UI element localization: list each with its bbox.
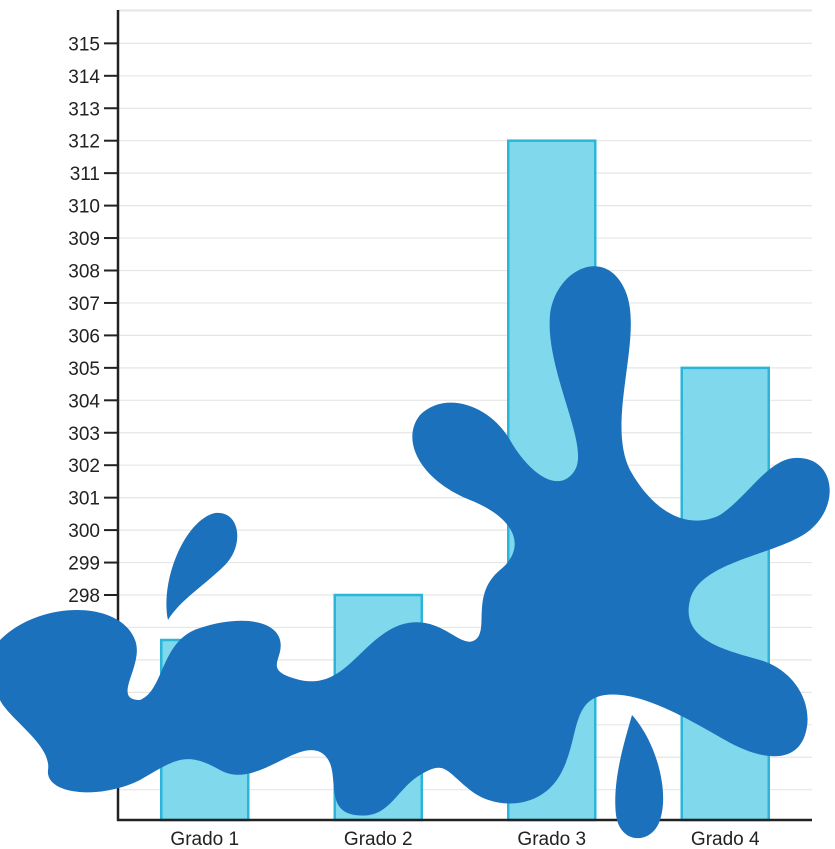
y-tick-label: 305: [68, 359, 100, 380]
y-tick-label: 298: [68, 586, 100, 607]
y-tick-label: 311: [70, 164, 100, 185]
x-tick-label: Grado 3: [517, 829, 586, 849]
splash-drop-left: [166, 512, 238, 620]
y-tick-label: 309: [68, 229, 100, 250]
y-tick-label: 314: [68, 67, 100, 88]
y-tick-label: 304: [68, 391, 100, 412]
y-tick-label: 313: [68, 99, 100, 120]
y-tick-label: 308: [68, 262, 100, 283]
y-tick-label: 301: [68, 489, 100, 510]
x-tick-label: Grado 2: [344, 829, 413, 849]
y-tick-label: 303: [68, 424, 100, 445]
y-tick-label: 315: [68, 34, 100, 55]
x-tick-labels: Grado 1 Grado 2 Grado 3 Grado 4: [170, 829, 760, 849]
y-tick-label: 302: [68, 456, 100, 477]
splash-drop-bottom: [615, 715, 664, 839]
ink-splash: [0, 266, 830, 839]
y-axis: 298 299 300 301 302 303 304 305 306 307 308 309 310 3…: [68, 10, 120, 821]
x-tick-label: Grado 1: [170, 829, 239, 849]
splash-main: [0, 266, 830, 816]
y-tick-label: 307: [68, 294, 100, 315]
y-tick-label: 300: [68, 521, 100, 542]
y-tick-label: 306: [68, 326, 100, 347]
y-tick-label: 310: [68, 197, 100, 218]
y-tick-label: 299: [68, 554, 100, 575]
y-tick-label: 312: [68, 132, 100, 153]
x-tick-label: Grado 4: [691, 829, 760, 849]
